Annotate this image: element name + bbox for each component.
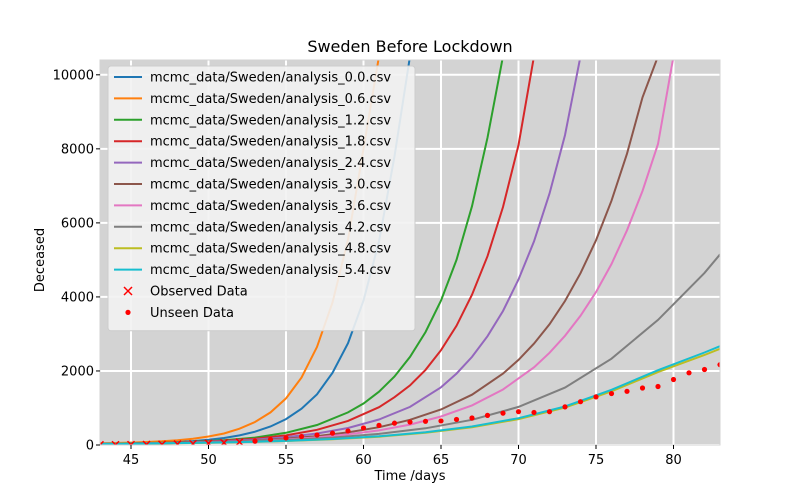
unseen-point (298, 433, 305, 440)
x-tick-label: 75 (588, 453, 605, 468)
unseen-point (252, 438, 258, 444)
plot-frame (99, 59, 721, 446)
unseen-point (283, 435, 289, 441)
legend-label: mcmc_data/Sweden/analysis_2.4.csv (150, 156, 391, 171)
y-tick-label: 10000 (53, 68, 94, 83)
unseen-point (267, 436, 274, 443)
legend-label: mcmc_data/Sweden/analysis_4.8.csv (150, 242, 391, 257)
unseen-point (686, 370, 692, 376)
legend-label: mcmc_data/Sweden/analysis_0.0.csv (150, 71, 391, 86)
y-tick-label: 2000 (61, 364, 94, 379)
observed-point (173, 440, 182, 445)
unseen-point (453, 416, 460, 423)
unseen-point (562, 404, 568, 410)
legend-label: mcmc_data/Sweden/analysis_1.2.csv (150, 113, 391, 128)
unseen-point (360, 425, 367, 431)
legend-box (107, 65, 416, 332)
y-axis: 0 2000 4000 6000 8000 10000 (53, 68, 100, 454)
legend-label: mcmc_data/Sweden/analysis_1.8.csv (150, 135, 391, 150)
y-tick-label: 8000 (61, 142, 94, 157)
unseen-point (391, 420, 398, 426)
y-tick-label: 4000 (61, 290, 94, 305)
unseen-point (345, 428, 351, 434)
unseen-point (438, 418, 444, 424)
unseen-point (531, 409, 537, 416)
observed-point (219, 438, 229, 445)
unseen-point (500, 410, 506, 416)
y-axis-label: Deceased (33, 228, 48, 292)
x-tick-label: 50 (200, 453, 217, 468)
unseen-point (407, 419, 413, 425)
chart-title: Sweden Before Lockdown (307, 37, 512, 56)
unseen-point (701, 366, 708, 373)
unseen-point (422, 418, 429, 424)
observed-point (188, 439, 198, 445)
unseen-point (515, 409, 522, 415)
unseen-point (329, 430, 336, 436)
observed-point (100, 440, 105, 445)
x-axis-label: Time /days (373, 469, 445, 484)
unseen-point (376, 422, 382, 428)
unseen-point (484, 412, 491, 418)
observed-point (235, 438, 244, 445)
x-tick-label: 45 (123, 453, 140, 468)
x-tick-label: 80 (665, 453, 682, 468)
legend-label: mcmc_data/Sweden/analysis_3.6.csv (150, 199, 391, 214)
y-tick-label: 6000 (61, 216, 94, 231)
unseen-point (608, 390, 615, 397)
x-tick-label: 60 (355, 453, 372, 468)
unseen-point (593, 394, 599, 400)
legend: mcmc_data/Sweden/analysis_0.0.csv mcmc_da… (107, 65, 416, 332)
y-tick-label: 0 (86, 439, 94, 454)
legend-label: mcmc_data/Sweden/analysis_5.4.csv (150, 263, 391, 278)
observed-point (204, 439, 213, 445)
legend-label-unseen: Unseen Data (150, 306, 234, 321)
x-axis: 45 50 55 60 65 70 75 80 (123, 445, 682, 468)
legend-label: mcmc_data/Sweden/analysis_0.6.csv (150, 92, 391, 107)
unseen-point (670, 376, 677, 383)
x-tick-label: 65 (433, 453, 450, 468)
legend-swatch-unseen (125, 309, 131, 315)
x-tick-label: 55 (278, 453, 295, 468)
unseen-point (717, 362, 720, 368)
legend-label: mcmc_data/Sweden/analysis_4.2.csv (150, 220, 391, 235)
unseen-point (469, 415, 475, 421)
unseen-point (577, 399, 584, 405)
x-tick-label: 70 (510, 453, 527, 468)
legend-label: mcmc_data/Sweden/analysis_3.0.csv (150, 178, 391, 193)
legend-swatch-observed (123, 286, 133, 296)
series-layer (100, 60, 720, 445)
unseen-point (546, 409, 553, 415)
unseen-point (314, 432, 320, 438)
legend-label-observed: Observed Data (150, 285, 248, 300)
unseen-point (639, 385, 646, 391)
observed-point (157, 440, 167, 445)
unseen-point (655, 383, 661, 390)
unseen-point (624, 388, 630, 394)
